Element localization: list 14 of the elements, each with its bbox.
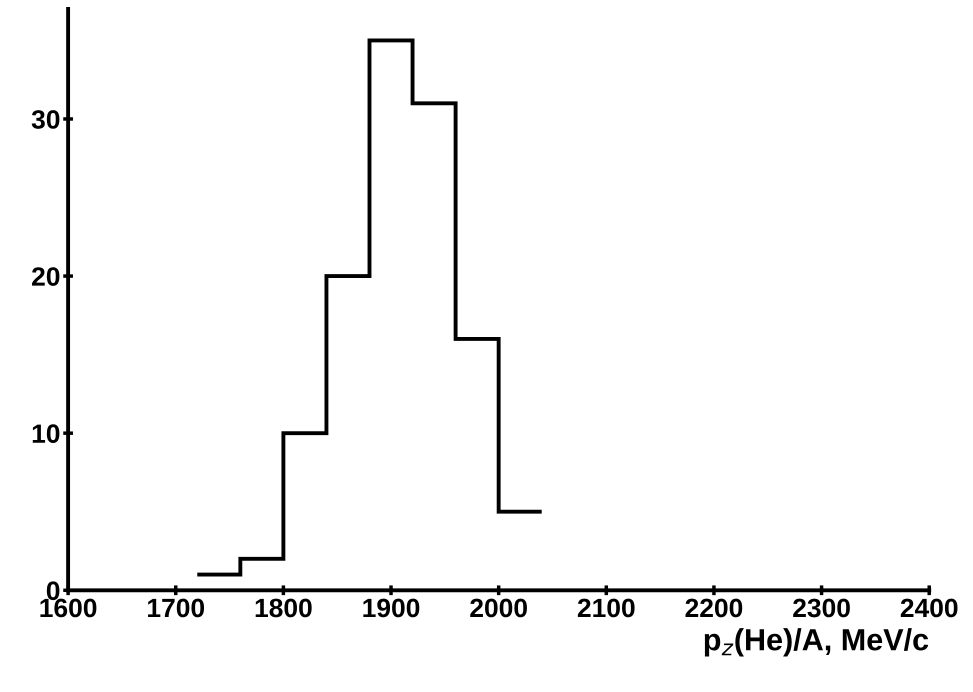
y-tick-label: 0: [46, 581, 60, 600]
x-tick-label: 2100: [578, 598, 635, 618]
x-axis-title: p$_{z}$(He)/A, MeV/c: [704, 628, 928, 657]
x-tick-label: 1800: [256, 598, 312, 618]
y-tick-label: 10: [32, 424, 60, 443]
x-tick-label: 2300: [793, 598, 850, 618]
x-tick-label: 1900: [363, 598, 420, 618]
y-tick-label: 20: [32, 267, 60, 286]
x-tick-label: 2400: [900, 598, 958, 618]
y-tick-label: 30: [32, 110, 60, 129]
x-tick-label: 2000: [470, 598, 527, 618]
x-tick-label: 1700: [148, 598, 204, 618]
x-tick-label: 1600: [40, 598, 96, 618]
x-tick-label: 2200: [686, 598, 742, 618]
